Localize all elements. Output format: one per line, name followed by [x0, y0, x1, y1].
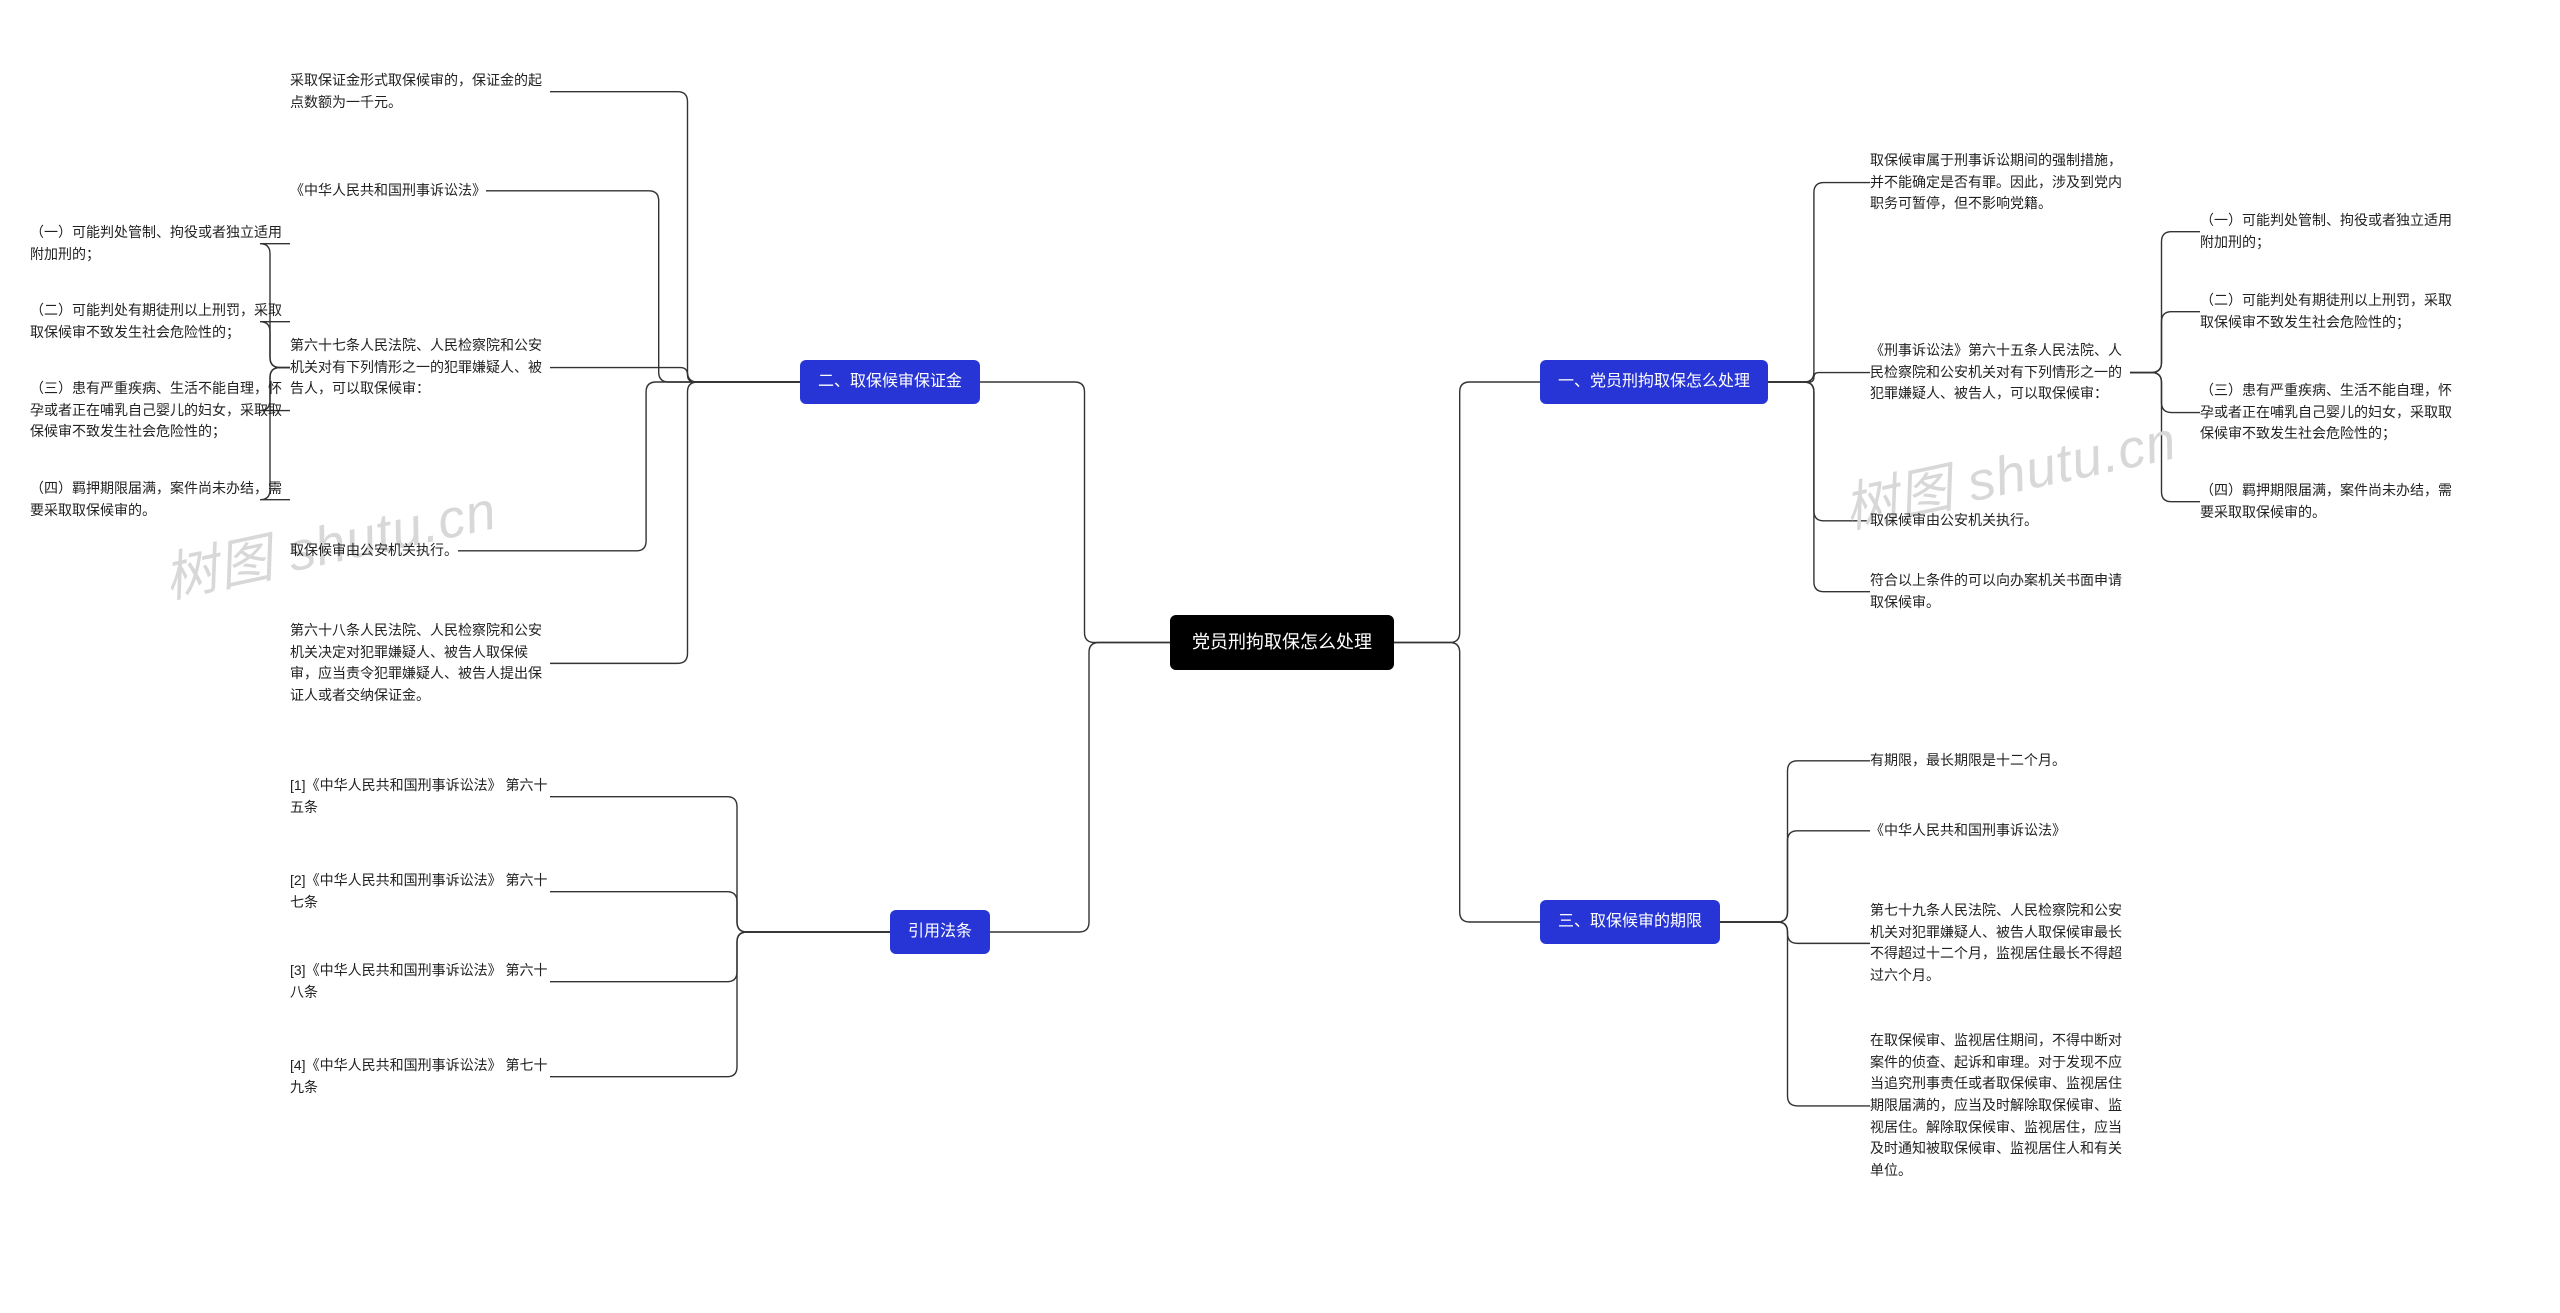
leaf-b1-2: 《刑事诉讼法》第六十五条人民法院、人民检察院和公安机关对有下列情形之一的犯罪嫌疑…	[1870, 340, 2130, 405]
leaf-b2-3-4: （四）羁押期限届满，案件尚未办结，需要采取取保候审的。	[30, 478, 290, 521]
leaf-b3-2: 《中华人民共和国刑事诉讼法》	[1870, 820, 2066, 842]
leaf-b4-3: [3]《中华人民共和国刑事诉讼法》 第六十八条	[290, 960, 550, 1003]
leaf-b2-4: 取保候审由公安机关执行。	[290, 540, 458, 562]
leaf-b2-3: 第六十七条人民法院、人民检察院和公安机关对有下列情形之一的犯罪嫌疑人、被告人，可…	[290, 335, 550, 400]
leaf-b2-3-3: （三）患有严重疾病、生活不能自理，怀孕或者正在哺乳自己婴儿的妇女，采取取保候审不…	[30, 378, 290, 443]
leaf-b1-2-1: （一）可能判处管制、拘役或者独立适用附加刑的；	[2200, 210, 2460, 253]
leaf-b1-2-3: （三）患有严重疾病、生活不能自理，怀孕或者正在哺乳自己婴儿的妇女，采取取保候审不…	[2200, 380, 2460, 445]
leaf-b3-4: 在取保候审、监视居住期间，不得中断对案件的侦查、起诉和审理。对于发现不应当追究刑…	[1870, 1030, 2130, 1182]
leaf-b1-1: 取保候审属于刑事诉讼期间的强制措施，并不能确定是否有罪。因此，涉及到党内职务可暂…	[1870, 150, 2130, 215]
leaf-b2-5: 第六十八条人民法院、人民检察院和公安机关决定对犯罪嫌疑人、被告人取保候审，应当责…	[290, 620, 550, 707]
branch-3[interactable]: 三、取保候审的期限	[1540, 900, 1720, 944]
branch-4[interactable]: 引用法条	[890, 910, 990, 954]
leaf-b4-2: [2]《中华人民共和国刑事诉讼法》 第六十七条	[290, 870, 550, 913]
leaf-b2-2: 《中华人民共和国刑事诉讼法》	[290, 180, 486, 202]
leaf-b4-1: [1]《中华人民共和国刑事诉讼法》 第六十五条	[290, 775, 550, 818]
leaf-b4-4: [4]《中华人民共和国刑事诉讼法》 第七十九条	[290, 1055, 550, 1098]
leaf-b3-3: 第七十九条人民法院、人民检察院和公安机关对犯罪嫌疑人、被告人取保候审最长不得超过…	[1870, 900, 2130, 987]
leaf-b1-4: 符合以上条件的可以向办案机关书面申请取保候审。	[1870, 570, 2130, 613]
leaf-b1-2-4: （四）羁押期限届满，案件尚未办结，需要采取取保候审的。	[2200, 480, 2460, 523]
mindmap-canvas: 树图 shutu.cn 树图 shutu.cn 党员刑拘取保怎么处理 一、党员刑…	[0, 0, 2560, 1313]
leaf-b3-1: 有期限，最长期限是十二个月。	[1870, 750, 2066, 772]
leaf-b2-3-2: （二）可能判处有期徒刑以上刑罚，采取取保候审不致发生社会危险性的；	[30, 300, 290, 343]
leaf-b1-2-2: （二）可能判处有期徒刑以上刑罚，采取取保候审不致发生社会危险性的；	[2200, 290, 2460, 333]
leaf-b2-1: 采取保证金形式取保候审的，保证金的起点数额为一千元。	[290, 70, 550, 113]
branch-2[interactable]: 二、取保候审保证金	[800, 360, 980, 404]
leaf-b1-3: 取保候审由公安机关执行。	[1870, 510, 2038, 532]
leaf-b2-3-1: （一）可能判处管制、拘役或者独立适用附加刑的；	[30, 222, 290, 265]
branch-1[interactable]: 一、党员刑拘取保怎么处理	[1540, 360, 1768, 404]
root-node[interactable]: 党员刑拘取保怎么处理	[1170, 615, 1394, 670]
